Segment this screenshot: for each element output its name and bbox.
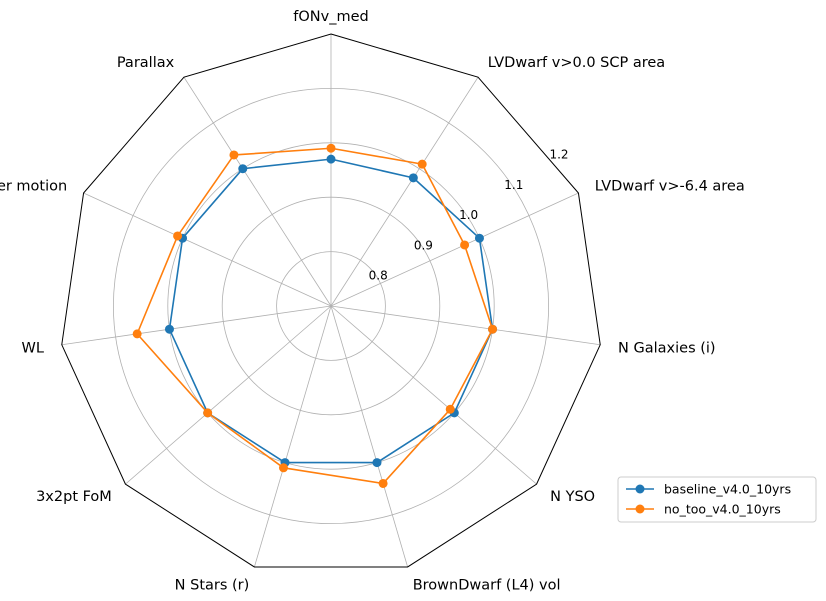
radial-tick-label: 0.9: [414, 238, 433, 252]
data-point: [132, 329, 142, 339]
spoke: [330, 305, 601, 346]
series-layer: [132, 143, 498, 488]
spoke: [183, 76, 332, 307]
spokes: [61, 34, 601, 568]
series-line: [136, 147, 494, 485]
spoke: [330, 305, 537, 485]
category-labels: fONv_med LVDwarf v>0.0 SCP area LVDwarf v>…: [0, 9, 745, 593]
spoke: [83, 192, 332, 307]
data-point: [229, 150, 239, 160]
data-point: [203, 408, 213, 418]
data-point: [326, 143, 336, 153]
legend-box: [617, 476, 817, 523]
series-no_too_v4.0_10yrs: [132, 143, 498, 488]
data-point: [417, 159, 427, 169]
category-label: BrownDwarf (L4) vol: [413, 577, 561, 593]
category-label: fONv_med: [293, 9, 368, 25]
category-label: Parallax: [117, 55, 175, 71]
data-point: [372, 458, 382, 468]
spoke: [330, 305, 409, 568]
data-point: [408, 173, 418, 183]
category-label: Proper motion: [0, 179, 67, 195]
data-point: [488, 324, 498, 334]
legend: baseline_v4.0_10yrs no_too_v4.0_10yrs: [617, 476, 817, 523]
data-point: [460, 240, 470, 250]
radial-tick-label: 1.1: [504, 178, 523, 192]
spoke: [330, 76, 479, 307]
spoke: [61, 305, 332, 346]
legend-marker: [635, 484, 645, 494]
data-point: [326, 154, 336, 164]
legend-label: baseline_v4.0_10yrs: [664, 482, 791, 497]
series-line: [168, 158, 494, 464]
category-label: N YSO: [550, 489, 595, 505]
data-point: [445, 404, 455, 414]
radial-tick-label: 1.2: [549, 148, 568, 162]
legend-marker: [635, 504, 645, 514]
spoke: [253, 305, 332, 568]
category-label: LVDwarf v>-6.4 area: [595, 179, 745, 195]
category-label: N Stars (r): [175, 577, 250, 593]
data-point: [278, 463, 288, 473]
radial-tick-labels: 0.8 0.9 1.0 1.1 1.2: [369, 148, 569, 283]
frame-polygon: [61, 33, 601, 568]
category-label: N Galaxies (i): [618, 340, 716, 356]
radial-tick-label: 0.8: [369, 269, 388, 283]
outer-frame: [61, 33, 601, 568]
category-label: 3x2pt FoM: [36, 489, 112, 505]
data-point: [164, 324, 174, 334]
spoke: [330, 192, 579, 307]
data-point: [378, 478, 388, 488]
spoke: [125, 305, 332, 485]
legend-label: no_too_v4.0_10yrs: [664, 502, 781, 517]
data-point: [238, 164, 248, 174]
radial-tick-label: 1.0: [459, 208, 478, 222]
category-label: LVDwarf v>0.0 SCP area: [488, 55, 665, 71]
category-label: WL: [22, 340, 44, 356]
data-point: [173, 231, 183, 241]
data-point: [474, 233, 484, 243]
